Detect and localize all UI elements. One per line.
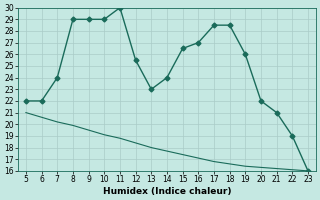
X-axis label: Humidex (Indice chaleur): Humidex (Indice chaleur) [103, 187, 231, 196]
